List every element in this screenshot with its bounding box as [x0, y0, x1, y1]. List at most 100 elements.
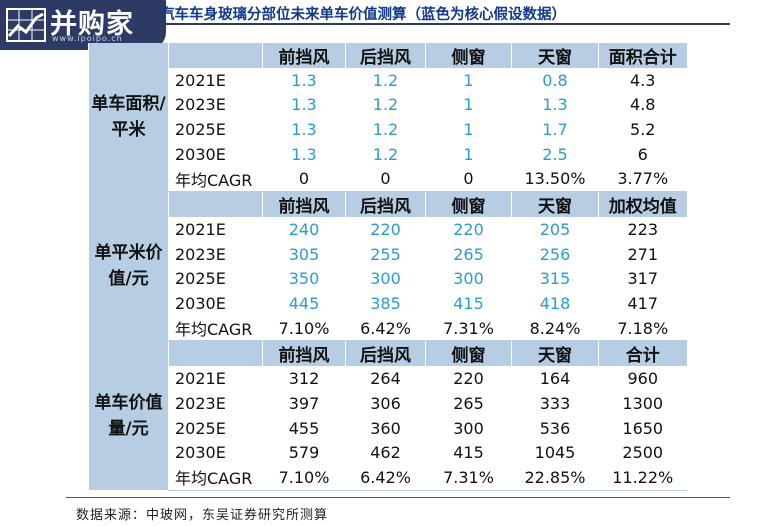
- table-cell: 385: [345, 291, 426, 316]
- title-divider: [166, 23, 730, 25]
- column-header: 天窗: [511, 43, 599, 68]
- table-cell: 2.5: [511, 141, 599, 167]
- table-cell: 164: [511, 366, 599, 392]
- table-cell: 1.3: [511, 92, 599, 118]
- table-cell: 1.2: [345, 117, 426, 142]
- table-cell: 256: [511, 241, 599, 267]
- table-cell: 240: [262, 217, 346, 242]
- table-cell: 205: [511, 217, 599, 242]
- column-header: 天窗: [511, 191, 599, 218]
- table-cell: 418: [511, 291, 599, 316]
- row-year: 2030E: [168, 440, 263, 465]
- glass-value-table: 单车面积/平米 前挡风 后挡风 侧窗 天窗 面积合计 2021E 1.3 1.2 1 0.8 4.3 2…: [88, 43, 687, 491]
- row-year: 2025E: [168, 266, 263, 292]
- table-cell: 0: [262, 166, 346, 193]
- table-cell: 7.18%: [598, 315, 687, 342]
- table-cell: 1: [425, 141, 512, 167]
- table-cell: 220: [425, 366, 512, 392]
- table-cell: 360: [345, 415, 426, 441]
- row-year: 年均CAGR: [168, 166, 263, 193]
- table-cell: 333: [511, 391, 599, 416]
- table-cell: 22.85%: [511, 464, 599, 491]
- table-cell: 4.3: [598, 68, 687, 93]
- table-cell: 265: [425, 391, 512, 416]
- table-row: 2025E 455 360 300 536 1650: [89, 415, 687, 441]
- row-year: 年均CAGR: [168, 464, 263, 491]
- row-year: 2021E: [168, 68, 263, 93]
- column-header: 前挡风: [262, 340, 346, 367]
- table-cell: 579: [262, 440, 346, 465]
- table-cell: 7.31%: [425, 315, 512, 342]
- column-header: 合计: [598, 340, 687, 367]
- table-cell: 317: [598, 266, 687, 292]
- page-title: 汽车车身玻璃分部位未来单车价值测算（蓝色为核心假设数据）: [160, 6, 566, 23]
- table-cell: 0: [425, 166, 512, 193]
- chart-logo-icon: [6, 8, 46, 42]
- table-cell: 264: [345, 366, 426, 392]
- table-cell: 1650: [598, 415, 687, 441]
- brand-url: www.ipoipo.cn: [52, 34, 123, 43]
- table-cell: 3.77%: [598, 166, 687, 193]
- table-cell: 1.3: [262, 68, 346, 93]
- section-header-row: 单平米价值/元 前挡风 后挡风 侧窗 天窗 加权均值: [88, 191, 687, 341]
- table-cell: 315: [511, 266, 599, 292]
- table-cell: 2500: [598, 440, 687, 465]
- table-cell: 350: [262, 266, 346, 292]
- table-cell: 7.10%: [262, 464, 346, 491]
- table-cell: 220: [345, 217, 426, 242]
- table-cell: 1.2: [345, 92, 426, 118]
- table-cell: 6: [598, 141, 687, 167]
- table-row: 2021E 1.3 1.2 1 0.8 4.3: [89, 68, 687, 93]
- table-row: 2025E 1.3 1.2 1 1.7 5.2: [89, 117, 687, 142]
- table-cell: 4.8: [598, 92, 687, 118]
- table-cell: 265: [425, 241, 512, 267]
- section-label: 单平米价值/元: [88, 191, 169, 341]
- table-row: 年均CAGR 7.10% 6.42% 7.31% 22.85% 11.22%: [89, 464, 687, 491]
- table-cell: 223: [598, 217, 687, 242]
- table-cell: 220: [425, 217, 512, 242]
- table-row: 2023E 1.3 1.2 1 1.3 4.8: [89, 92, 687, 118]
- table-cell: 306: [345, 391, 426, 416]
- table-cell: 0.8: [511, 68, 599, 93]
- table-cell: 271: [598, 241, 687, 267]
- footer-divider: [66, 497, 730, 498]
- table-cell: 1: [425, 92, 512, 118]
- table-cell: 455: [262, 415, 346, 441]
- table-row: 2021E 240 220 220 205 223: [89, 217, 687, 242]
- table-cell: 417: [598, 291, 687, 316]
- section-header-row: 单车价值量/元 前挡风 后挡风 侧窗 天窗 合计: [88, 340, 687, 491]
- table-cell: 7.31%: [425, 464, 512, 491]
- table-cell: 1300: [598, 391, 687, 416]
- table-row: 年均CAGR 0 0 0 13.50% 3.77%: [89, 166, 687, 193]
- row-year: 2023E: [168, 92, 263, 118]
- row-year: 2023E: [168, 241, 263, 267]
- table-cell: 305: [262, 241, 346, 267]
- column-header: 后挡风: [345, 340, 426, 367]
- section-header-row: 单车面积/平米 前挡风 后挡风 侧窗 天窗 面积合计: [88, 43, 687, 192]
- table-cell: 1.2: [345, 68, 426, 93]
- table-cell: 300: [345, 266, 426, 292]
- table-cell: 1.3: [262, 117, 346, 142]
- column-header: 面积合计: [598, 43, 687, 68]
- row-year: 2025E: [168, 415, 263, 441]
- row-year: 2025E: [168, 117, 263, 142]
- data-source: 数据来源：中玻网，东吴证券研究所测算: [76, 508, 329, 523]
- table-row: 2030E 445 385 415 418 417: [89, 291, 687, 316]
- table-cell: 1: [425, 68, 512, 93]
- column-header: 侧窗: [425, 340, 512, 367]
- row-year: 2023E: [168, 391, 263, 416]
- table-cell: 11.22%: [598, 464, 687, 491]
- table-cell: 312: [262, 366, 346, 392]
- table-cell: 1.3: [262, 92, 346, 118]
- brand-name: 并购家: [50, 9, 134, 40]
- table-row: 2030E 1.3 1.2 1 2.5 6: [89, 141, 687, 167]
- table-cell: 1.2: [345, 141, 426, 167]
- table-cell: 1045: [511, 440, 599, 465]
- header-blank-cell: [168, 43, 263, 68]
- table-cell: 300: [425, 266, 512, 292]
- table-row: 2023E 397 306 265 333 1300: [89, 391, 687, 416]
- row-year: 2021E: [168, 366, 263, 392]
- column-header: 后挡风: [345, 43, 426, 68]
- table-cell: 415: [425, 291, 512, 316]
- watermark-logo: 并购家 www.ipoipo.cn: [0, 0, 166, 50]
